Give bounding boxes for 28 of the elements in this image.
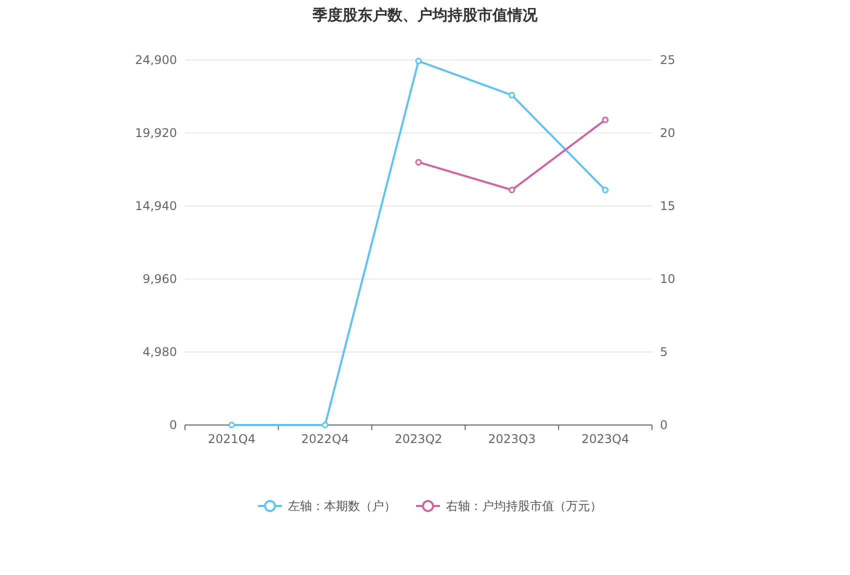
x-tick-label: 2023Q3 <box>488 432 536 446</box>
point <box>415 158 422 166</box>
y-tick-label: 24,900 <box>135 53 177 67</box>
point <box>508 92 516 98</box>
point <box>602 186 609 194</box>
y-tick-label: 4,980 <box>142 345 177 359</box>
x-tick-label: 2021Q4 <box>208 432 256 446</box>
x-tick-label: 2022Q4 <box>301 432 349 446</box>
legend-label: 左轴：本期数（户） <box>288 499 396 513</box>
point <box>415 58 422 64</box>
y2-tick-label: 5 <box>660 345 668 359</box>
y2-tick-label: 10 <box>660 272 676 286</box>
y-tick-label: 0 <box>169 418 177 432</box>
point <box>322 422 328 428</box>
legend-label: 右轴：户均持股市值（万元） <box>446 499 602 513</box>
y2-tick-label: 25 <box>660 53 676 67</box>
x-tick-label: 2023Q4 <box>581 432 630 446</box>
y2-tick-label: 20 <box>660 126 676 140</box>
point <box>228 422 235 428</box>
y2-tick-label: 0 <box>660 418 668 432</box>
y2-tick-label: 15 <box>660 199 676 213</box>
point <box>508 186 516 194</box>
y-tick-label: 14,940 <box>135 199 177 213</box>
chart-title: 季度股东户数、户均持股市值情况 <box>312 6 538 24</box>
y-tick-label: 9,960 <box>142 272 177 286</box>
x-tick-label: 2023Q2 <box>394 432 442 446</box>
y-tick-label: 19,920 <box>135 126 177 140</box>
point <box>602 116 609 124</box>
